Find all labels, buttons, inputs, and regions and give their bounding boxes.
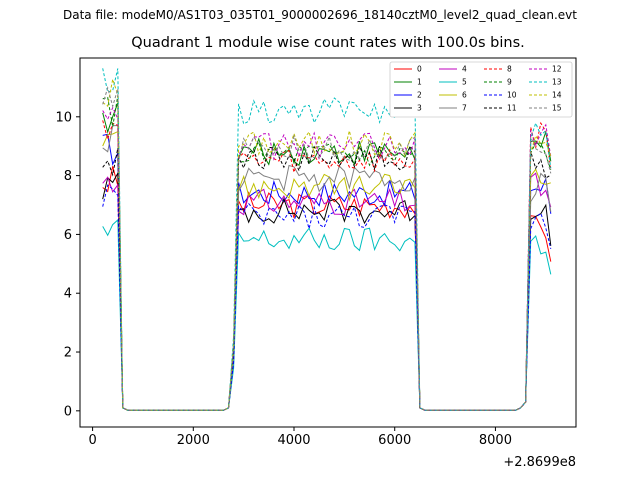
legend-label-1: 1: [417, 78, 422, 87]
y-tick-label: 2: [64, 346, 72, 361]
plot-frame: [79, 57, 577, 428]
y-tick-label: 6: [64, 228, 72, 243]
x-tick-label: 2000: [177, 433, 210, 448]
series-line-5: [102, 218, 552, 411]
legend-label-13: 13: [552, 78, 562, 87]
series-line-10: [102, 184, 552, 411]
legend-label-2: 2: [417, 91, 422, 100]
plot-lines: [102, 68, 552, 411]
legend-label-4: 4: [462, 65, 467, 74]
legend-label-9: 9: [507, 78, 512, 87]
legend-label-7: 7: [462, 104, 467, 113]
x-axis: 0 2000 4000 6000 8000: [88, 427, 512, 448]
chart-title: Quadrant 1 module wise count rates with …: [131, 35, 525, 51]
series-line-15: [102, 85, 552, 411]
series-line-12: [102, 106, 552, 411]
y-tick-label: 10: [55, 110, 72, 125]
legend-label-8: 8: [507, 65, 512, 74]
x-tick-label: 8000: [479, 433, 512, 448]
series-line-14: [102, 79, 552, 411]
y-tick-label: 0: [64, 404, 72, 419]
legend-label-14: 14: [552, 91, 562, 100]
legend-label-0: 0: [417, 65, 422, 74]
legend-label-6: 6: [462, 91, 467, 100]
series-line-3: [102, 171, 552, 411]
series-line-13: [102, 68, 552, 411]
legend-label-12: 12: [552, 65, 562, 74]
series-line-11: [102, 145, 552, 411]
legend-label-5: 5: [462, 78, 467, 87]
x-tick-label: 6000: [378, 433, 411, 448]
chart-suptitle: Data file: modeM0/AS1T03_035T01_90000026…: [63, 8, 577, 22]
legend-label-15: 15: [552, 104, 562, 113]
series-line-6: [102, 130, 551, 411]
y-tick-label: 4: [64, 287, 72, 302]
series-line-1: [102, 102, 552, 411]
series-line-8: [102, 120, 552, 411]
legend-box: [389, 61, 573, 118]
x-tick-label: 0: [88, 433, 96, 448]
x-tick-label: 4000: [277, 433, 310, 448]
legend-label-3: 3: [417, 104, 422, 113]
series-line-9: [102, 95, 552, 411]
y-axis: 0 2 4 6 8 10: [55, 110, 80, 419]
legend-label-10: 10: [507, 91, 517, 100]
y-tick-label: 8: [64, 169, 72, 184]
x-offset-label: +2.8699e8: [503, 455, 576, 470]
legend-label-11: 11: [507, 104, 517, 113]
series-line-7: [102, 124, 552, 411]
